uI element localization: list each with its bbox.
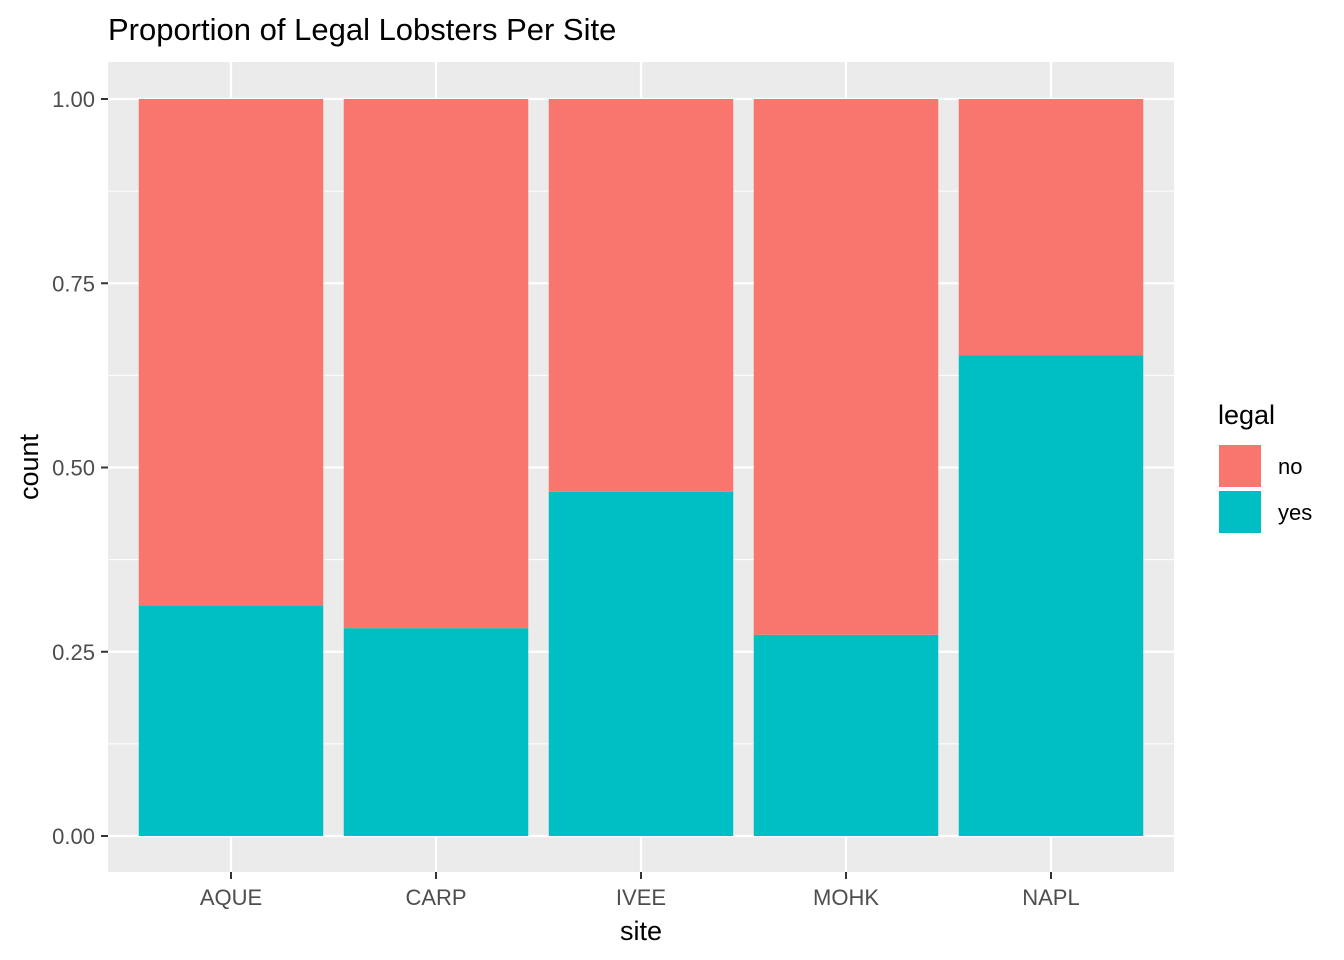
- y-tick-label: 0.50: [52, 456, 95, 481]
- x-tick-label: MOHK: [813, 885, 879, 910]
- bars: [138, 99, 1144, 836]
- bar-aque-yes: [138, 605, 324, 836]
- y-tick-label: 0.25: [52, 640, 95, 665]
- legend-key-yes: [1217, 489, 1263, 535]
- chart-title: Proportion of Legal Lobsters Per Site: [108, 12, 616, 47]
- y-tick-label: 1.00: [52, 87, 95, 112]
- bar-carp-yes: [343, 628, 529, 836]
- x-tick-label: NAPL: [1022, 885, 1079, 910]
- bar-mohk-yes: [753, 634, 939, 836]
- x-tick-label: CARP: [405, 885, 466, 910]
- bar-napl-no: [958, 99, 1144, 356]
- legend: legal no yes: [1217, 400, 1312, 535]
- legend-label-no: no: [1278, 454, 1302, 479]
- bar-napl-yes: [958, 355, 1144, 836]
- bar-ivee-no: [548, 99, 734, 492]
- y-axis-title: count: [14, 433, 44, 500]
- legend-title: legal: [1218, 400, 1275, 430]
- bar-mohk-no: [753, 99, 939, 635]
- legend-key-no: [1217, 443, 1263, 489]
- bar-carp-no: [343, 99, 529, 629]
- x-tick-label: IVEE: [616, 885, 666, 910]
- bar-ivee-yes: [548, 491, 734, 836]
- y-axis: 0.00 0.25 0.50 0.75 1.00: [52, 87, 108, 849]
- x-axis-title: site: [620, 916, 662, 946]
- y-tick-label: 0.00: [52, 824, 95, 849]
- bar-aque-no: [138, 99, 324, 606]
- x-axis: AQUE CARP IVEE MOHK NAPL: [200, 872, 1080, 910]
- y-tick-label: 0.75: [52, 271, 95, 296]
- legend-label-yes: yes: [1278, 500, 1312, 525]
- x-tick-label: AQUE: [200, 885, 262, 910]
